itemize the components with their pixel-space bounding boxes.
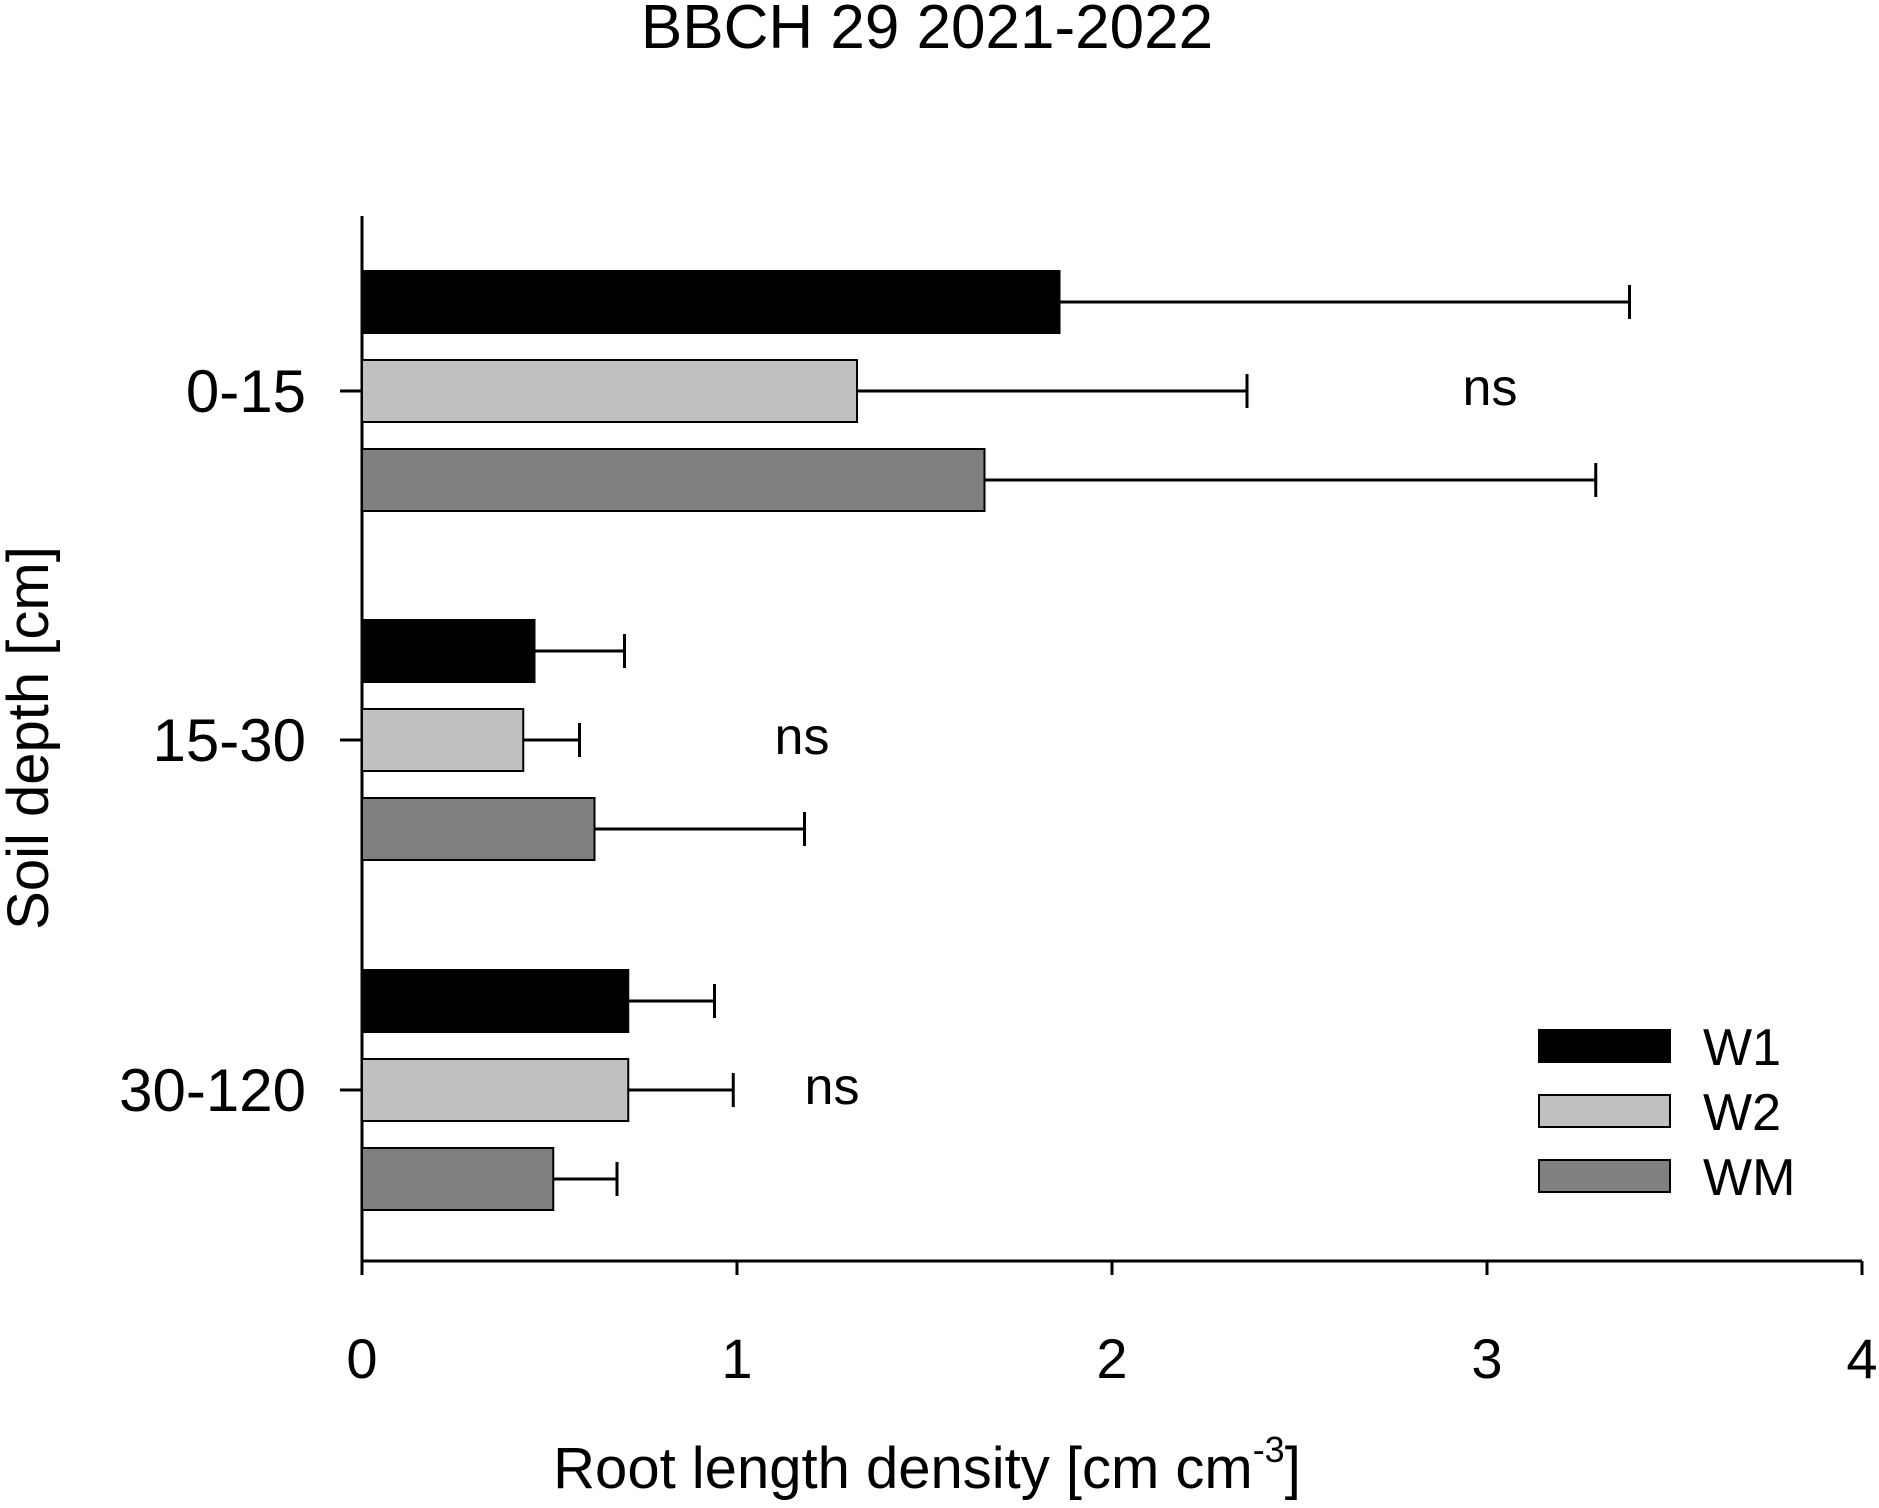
legend-swatch-W1 — [1538, 1029, 1671, 1063]
y-tick-label-30-120: 30-120 — [119, 1057, 306, 1124]
bar-W1-30-120 — [361, 969, 630, 1033]
chart-title: BBCH 29 2021-2022 — [641, 0, 1213, 62]
x-tick-label-1: 1 — [721, 1327, 752, 1390]
x-axis-label-superscript: -3 — [1253, 1429, 1285, 1470]
bar-WM-30-120 — [361, 1147, 555, 1211]
y-tick-label-15-30: 15-30 — [153, 707, 306, 774]
bar-WM-15-30 — [361, 797, 596, 861]
x-tick-label-3: 3 — [1471, 1327, 1502, 1390]
annotation-30-120: ns — [805, 1058, 860, 1116]
annotation-15-30: ns — [775, 708, 830, 766]
legend-label-WM: WM — [1703, 1149, 1795, 1207]
x-axis-label: Root length density [cm cm-3] — [553, 1429, 1301, 1501]
bar-W1-0-15 — [361, 270, 1061, 334]
annotation-0-15: ns — [1463, 359, 1518, 417]
plot-area: 0 1 2 3 4 0-15 ns 15-30 ns 30-120 ns W1 W2 WM — [119, 216, 1878, 1390]
x-axis-label-main: Root length density [cm cm — [553, 1436, 1253, 1501]
y-tick-label-0-15: 0-15 — [186, 358, 306, 425]
x-tick-label-2: 2 — [1096, 1327, 1127, 1390]
legend-label-W2: W2 — [1703, 1084, 1781, 1142]
bar-W2-30-120 — [361, 1058, 630, 1122]
x-tick-label-4: 4 — [1846, 1327, 1877, 1390]
legend-swatch-W2 — [1538, 1094, 1671, 1128]
legend-swatch-WM — [1538, 1159, 1671, 1193]
bar-W2-0-15 — [361, 359, 858, 423]
bar-WM-0-15 — [361, 448, 986, 512]
bar-W1-15-30 — [361, 619, 536, 683]
y-axis-label: Soil depth [cm] — [0, 546, 61, 930]
x-axis-label-suffix: ] — [1285, 1436, 1301, 1501]
bar-W2-15-30 — [361, 708, 525, 772]
x-tick-label-0: 0 — [346, 1327, 377, 1390]
legend-label-W1: W1 — [1703, 1019, 1781, 1077]
